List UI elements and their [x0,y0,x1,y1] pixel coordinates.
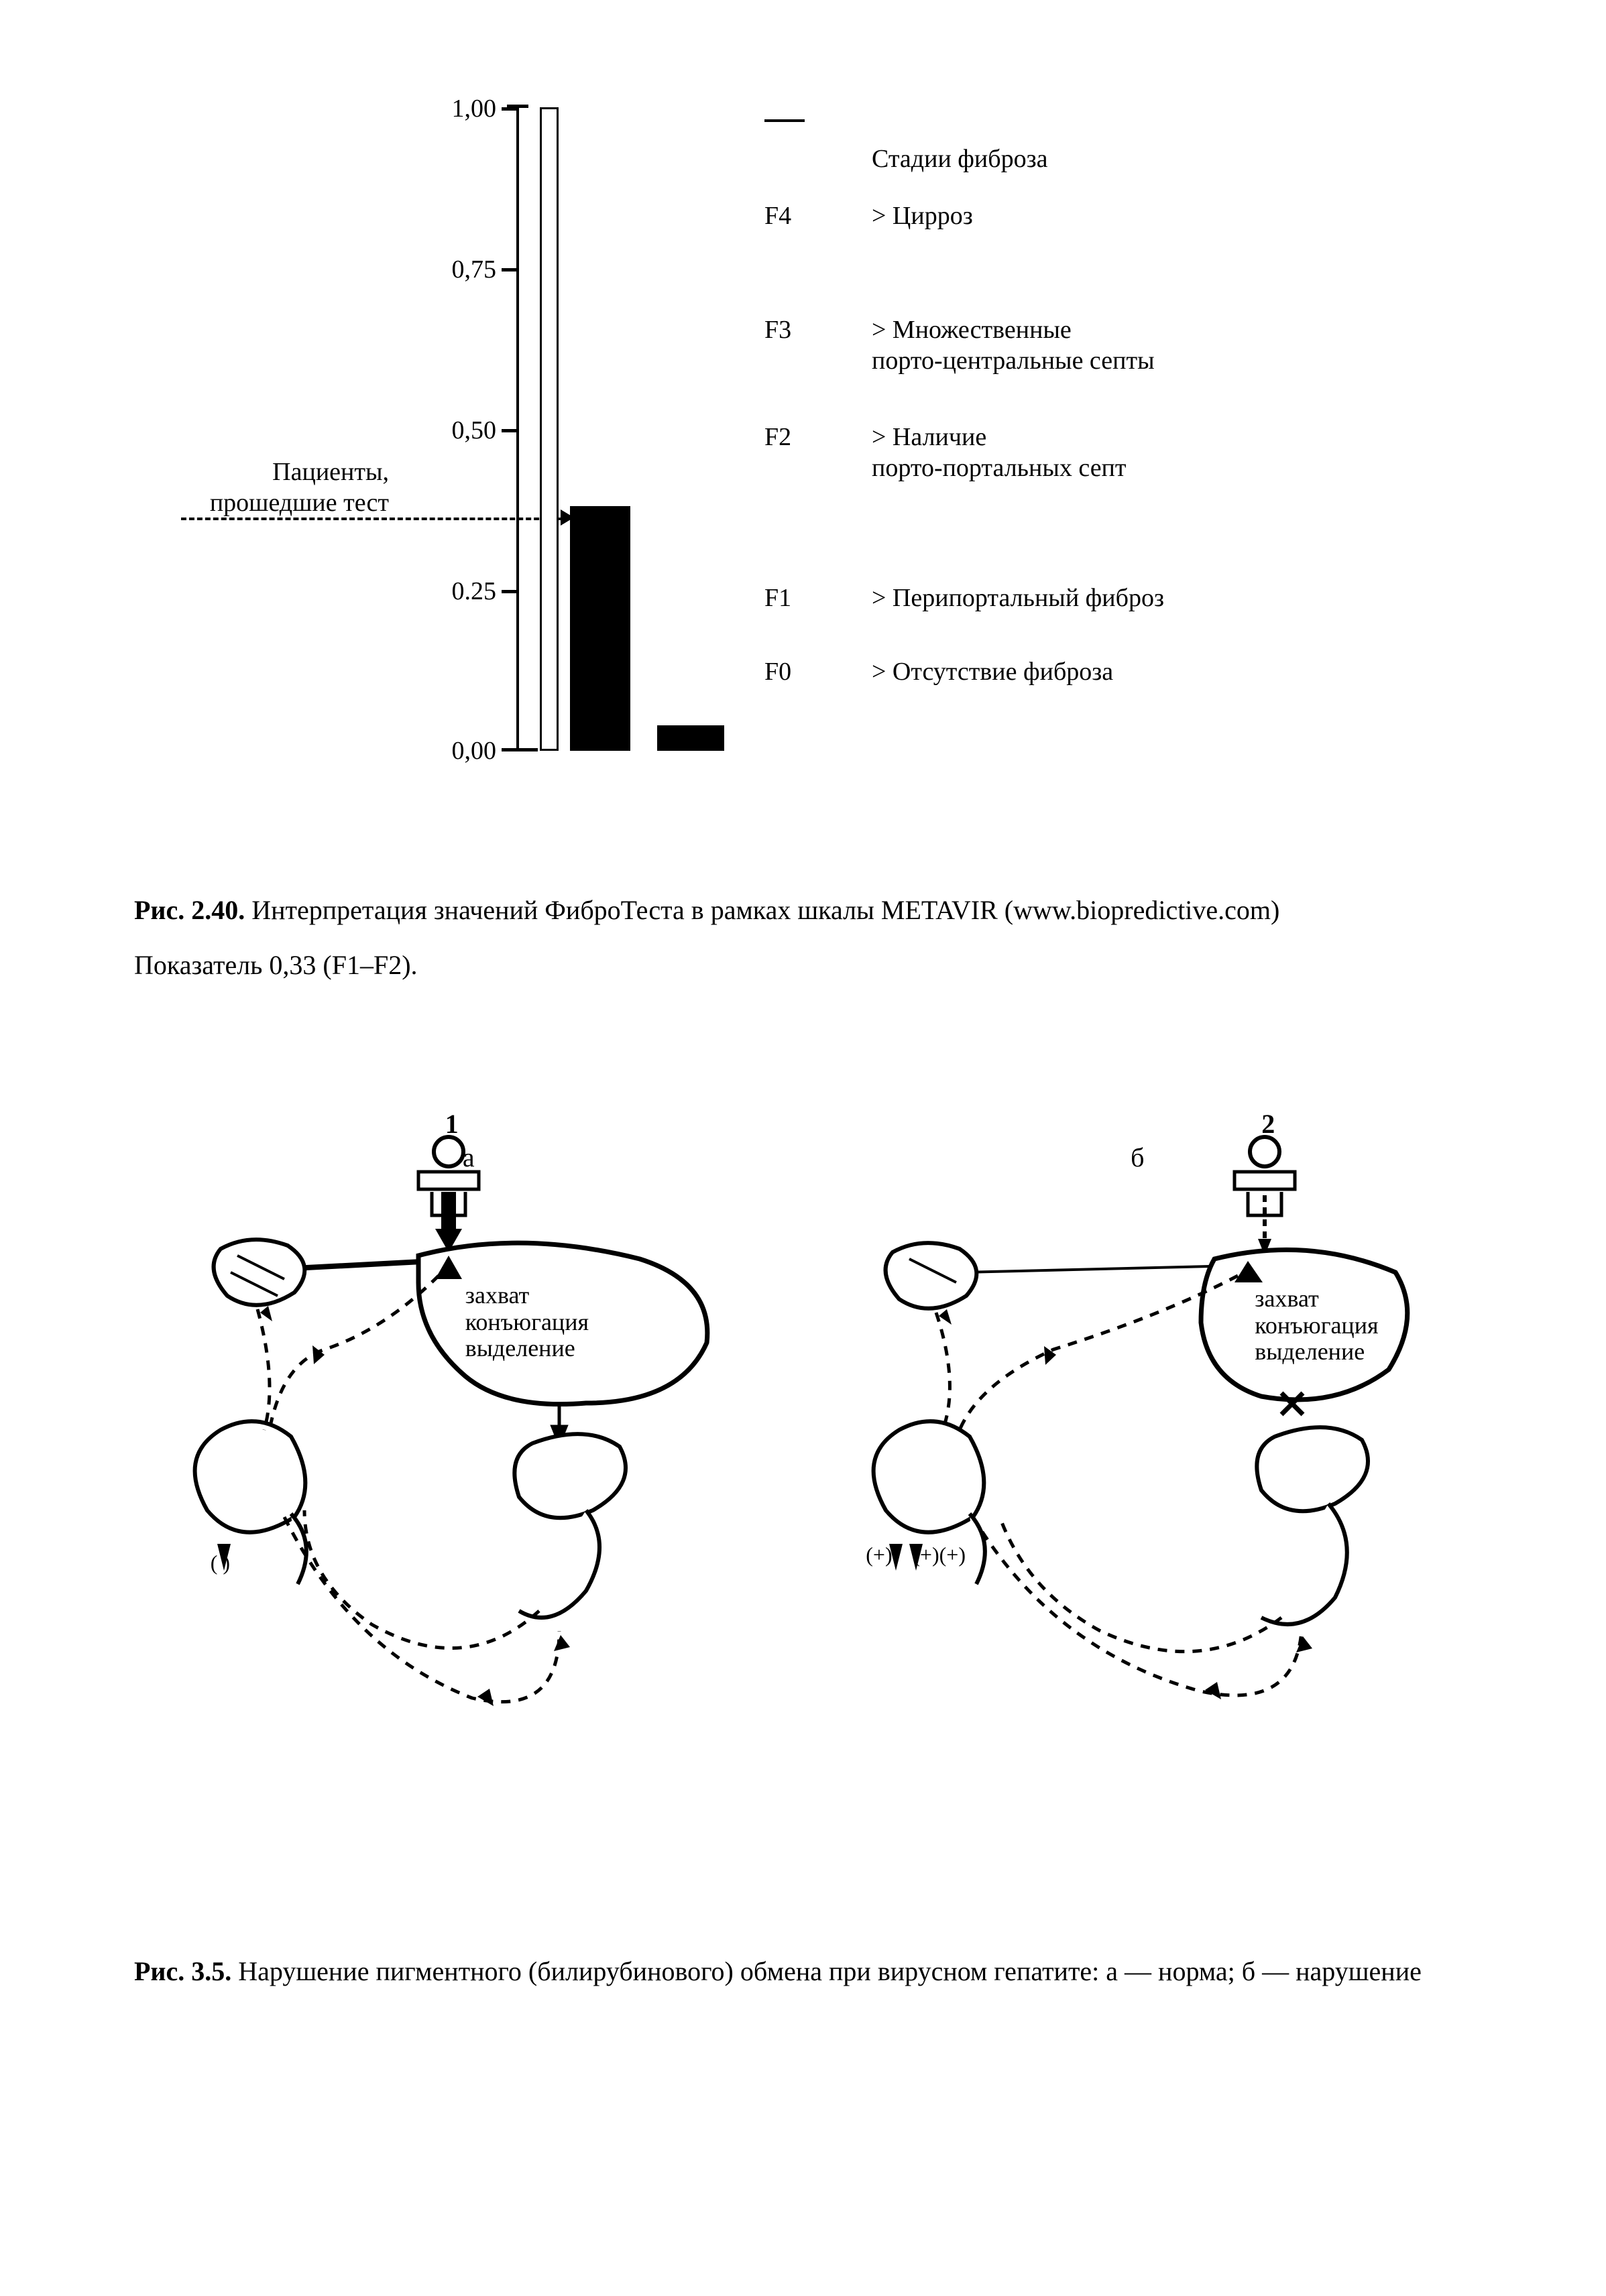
bilirubin-diagrams: 1 [134,1115,1472,1919]
subcaption-text: Показатель 0,33 (F1–F2). [134,949,1472,981]
liver-text-b-l2: конъюгация [1255,1312,1378,1339]
patient-label-line2: прошедшие тест [210,489,389,517]
tick-label-0.25: 0.25 [416,577,496,606]
diagram-b: 2 [852,1115,1422,1812]
diagram-b-svg [852,1115,1422,1758]
hatched-bar [540,107,559,751]
tick-0.75 [502,268,518,271]
axis-bottom-cap [516,748,538,751]
caption2-text: Нарушение пигментного (билирубинового) о… [231,1956,1422,1986]
main-bar [570,506,630,751]
diagram-a: 1 [184,1115,754,1812]
legend-dash-icon [764,119,805,122]
patient-label: Пациенты, прошедшие тест [181,457,389,518]
liver-text-b: захват конъюгация выделение [1255,1286,1378,1366]
tick-label-0.75: 0,75 [416,255,496,284]
stage-desc-F3-l1: > Множественные [872,316,1072,344]
tick-1.00 [502,107,518,111]
stage-code-F4: F4 [764,201,791,231]
caption2-bold: Рис. 3.5. [134,1956,231,1986]
tick-label-0.50: 0,50 [416,416,496,445]
liver-text-a-l1: захват [465,1282,530,1309]
legend-header: Стадии фиброза [872,144,1047,174]
figure-3-5-caption: Рис. 3.5. Нарушение пигментного (билируб… [134,1953,1472,1990]
liver-text-a: захват конъюгация выделение [465,1282,589,1362]
liver-text-b-l3: выделение [1255,1338,1365,1365]
stage-desc-F3: > Множественные порто-центральные септы [872,315,1155,376]
figure-2-40-caption: Рис. 2.40. Интерпретация значений ФиброТ… [134,892,1472,929]
second-bar [657,725,724,751]
patient-label-line1: Пациенты, [272,458,389,486]
fibrotest-chart: 1,00 0,75 0,50 0.25 0,00 Пациенты, проше… [134,107,1472,858]
tick-label-1.00: 1,00 [416,94,496,123]
stage-code-F0: F0 [764,657,791,686]
liver-text-b-l1: захват [1255,1285,1319,1312]
stage-code-F2: F2 [764,422,791,452]
stage-code-F3: F3 [764,315,791,345]
patient-pointer-line [181,518,563,520]
tick-label-0.00: 0,00 [416,736,496,766]
caption1-bold: Рис. 2.40. [134,895,245,925]
stage-desc-F1: > Перипортальный фиброз [872,583,1164,614]
marker-b-kidney-2: (+)(+) [913,1543,966,1567]
caption1-text: Интерпретация значений ФиброТеста в рамк… [245,895,1279,925]
tick-0.25 [502,590,518,593]
stage-desc-F3-l2: порто-центральные септы [872,347,1155,375]
marker-a-kidney: ( ) [211,1551,230,1575]
stage-desc-F2: > Наличие порто-портальных септ [872,422,1127,483]
tick-0.00 [502,748,518,751]
stage-desc-F2-l2: порто-портальных септ [872,454,1127,482]
marker-b-kidney-1: (+) [866,1543,892,1567]
stage-desc-F2-l1: > Наличие [872,423,986,451]
liver-text-a-l3: выделение [465,1335,575,1362]
liver-text-a-l2: конъюгация [465,1309,589,1335]
stage-desc-F0: > Отсутствие фиброза [872,657,1113,688]
stage-desc-F4: > Цирроз [872,201,973,232]
stage-code-F1: F1 [764,583,791,613]
diagram-a-svg [184,1115,754,1758]
tick-0.50 [502,429,518,432]
